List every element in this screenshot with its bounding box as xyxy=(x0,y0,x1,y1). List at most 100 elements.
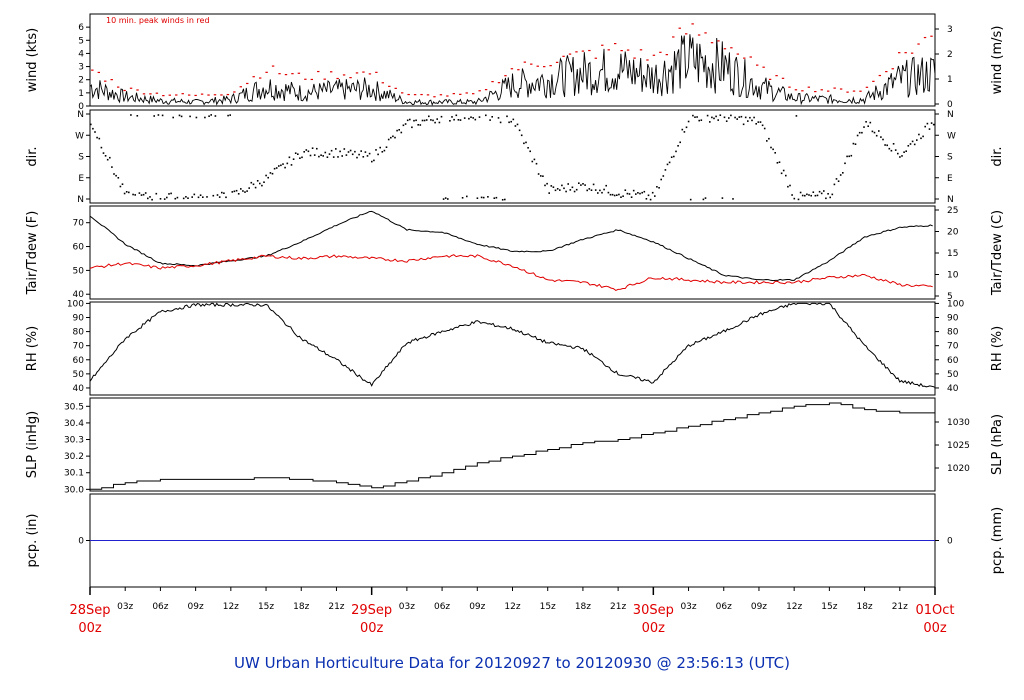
y-tick-label-right: 80 xyxy=(947,328,959,338)
dir-point xyxy=(495,196,498,199)
y-tick-label-right: 10 xyxy=(947,271,959,281)
y-tick-label-right: 70 xyxy=(947,342,959,352)
dir-point xyxy=(677,145,679,147)
dir-point xyxy=(240,188,242,190)
dir-point xyxy=(740,115,743,118)
x-tick-label: 18z xyxy=(293,602,309,612)
dir-point xyxy=(121,183,124,185)
dir-point xyxy=(497,117,500,119)
dir-point xyxy=(894,149,897,151)
dewpoint-line xyxy=(89,254,933,291)
dir-point xyxy=(930,122,933,124)
dir-point xyxy=(140,194,143,196)
dir-point xyxy=(761,124,764,127)
dir-point xyxy=(273,167,276,170)
dir-point xyxy=(922,135,924,138)
dir-point xyxy=(178,114,181,117)
dir-point xyxy=(918,133,920,136)
dir-point xyxy=(493,197,496,199)
dir-point xyxy=(696,116,698,118)
dir-point xyxy=(537,173,540,175)
dir-point xyxy=(111,166,113,168)
y-tick-label: N xyxy=(77,195,84,205)
dir-point xyxy=(318,155,320,158)
y-tick-label-right: 1030 xyxy=(947,418,970,428)
y-tick-label-right: 2 xyxy=(947,50,953,60)
dir-point xyxy=(808,194,810,196)
dir-point xyxy=(884,144,886,146)
dir-point xyxy=(428,115,430,118)
dir-point xyxy=(892,143,895,145)
dir-point xyxy=(123,192,126,195)
dir-point xyxy=(444,197,447,199)
dir-point xyxy=(163,198,166,200)
dir-point xyxy=(597,192,599,194)
dir-point xyxy=(168,193,170,195)
y-tick-label: 1 xyxy=(78,89,84,99)
dir-point xyxy=(261,184,263,187)
x-tick-label: 18z xyxy=(856,602,872,612)
air-temp-line xyxy=(89,210,933,282)
x-tick-label: 09z xyxy=(469,602,485,612)
dir-point xyxy=(155,192,158,195)
dir-point xyxy=(675,150,677,153)
dir-point xyxy=(698,119,700,122)
dir-point xyxy=(882,138,884,141)
x-tick-label: 15z xyxy=(258,602,274,612)
dir-point xyxy=(375,149,377,151)
x-tick-label: 12z xyxy=(504,602,520,612)
dir-point xyxy=(719,114,722,116)
dir-point xyxy=(592,183,595,186)
dir-point xyxy=(128,191,130,194)
dir-point xyxy=(683,131,686,133)
dir-point xyxy=(816,194,819,197)
dir-point xyxy=(670,156,673,158)
panel-wind: wind (kts) wind (m/s) 0 1 2 3 4 5 6 0 1 2 3 10 min. p… xyxy=(25,13,1005,112)
dir-point xyxy=(867,125,869,127)
dir-point xyxy=(643,190,646,193)
x-day-label: 29Sep xyxy=(351,603,392,618)
dir-point xyxy=(267,176,269,179)
dir-point xyxy=(702,198,705,201)
dir-point xyxy=(142,193,145,196)
dir-point xyxy=(151,198,153,201)
dir-point xyxy=(875,134,878,137)
dir-point xyxy=(269,172,272,174)
dir-point xyxy=(632,189,635,192)
dir-point xyxy=(392,135,394,138)
dir-point xyxy=(506,115,508,118)
y-tick-label-right: 0 xyxy=(947,100,953,110)
dir-point xyxy=(833,183,836,186)
y-tick-label-right: W xyxy=(947,131,956,141)
dir-point xyxy=(664,169,667,171)
dir-point xyxy=(159,198,162,200)
dir-point xyxy=(723,116,726,119)
dir-point xyxy=(573,190,576,193)
dir-point xyxy=(487,196,489,198)
dir-point xyxy=(839,174,842,176)
dir-point xyxy=(603,188,605,191)
dir-point xyxy=(303,151,305,153)
dir-point xyxy=(451,116,453,118)
dir-point xyxy=(692,114,694,117)
dir-point xyxy=(499,121,502,124)
dir-point xyxy=(869,121,872,124)
dir-point xyxy=(863,126,865,128)
dir-point xyxy=(480,196,483,199)
x-hour-label: 00z xyxy=(923,621,947,636)
dir-point xyxy=(926,122,929,125)
dir-point xyxy=(280,164,282,167)
dir-point xyxy=(185,196,187,198)
dir-point xyxy=(320,154,322,156)
y-label-left-temp: Tair/Tdew (F) xyxy=(25,211,40,296)
y-tick-label: 0 xyxy=(78,102,84,112)
dir-point xyxy=(438,121,441,124)
x-tick-label: 12z xyxy=(223,602,239,612)
dir-point xyxy=(679,141,681,144)
dir-point xyxy=(364,151,367,153)
dir-point xyxy=(529,150,531,153)
dir-point xyxy=(172,116,174,119)
dir-point xyxy=(282,163,284,165)
dir-point xyxy=(852,142,855,145)
